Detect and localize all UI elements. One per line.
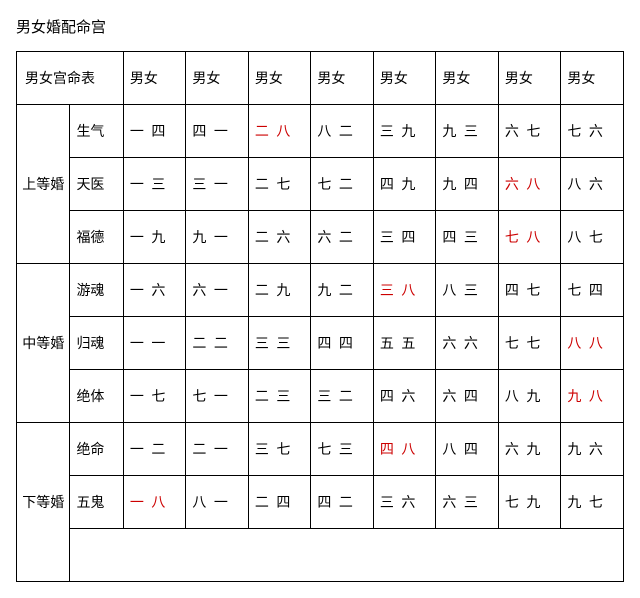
group-label: 上等婚 [17,105,70,264]
table-cell: 四 七 [498,264,561,317]
col-header: 男女 [561,52,624,105]
table-cell: 六 四 [436,370,499,423]
sub-label: 福德 [70,211,123,264]
col-header: 男女 [186,52,249,105]
table-cell: 一 三 [123,158,186,211]
table-cell: 八 一 [186,476,249,529]
table-cell: 九 二 [311,264,374,317]
table-cell: 六 一 [186,264,249,317]
table-cell: 三 六 [373,476,436,529]
table-cell: 三 八 [373,264,436,317]
table-cell: 九 六 [561,423,624,476]
table-cell: 九 八 [561,370,624,423]
table-cell: 六 六 [436,317,499,370]
table-cell: 六 九 [498,423,561,476]
table-cell: 四 八 [373,423,436,476]
sub-label: 绝命 [70,423,123,476]
table-cell: 七 九 [498,476,561,529]
table-cell: 七 三 [311,423,374,476]
col-header: 男女 [436,52,499,105]
table-cell: 四 三 [436,211,499,264]
table-cell: 九 七 [561,476,624,529]
sub-label: 游魂 [70,264,123,317]
table-cell: 三 三 [248,317,311,370]
table-cell: 一 八 [123,476,186,529]
table-cell: 六 二 [311,211,374,264]
col-header: 男女 [311,52,374,105]
table-header-left: 男女宫命表 [17,52,124,105]
table-cell: 一 二 [123,423,186,476]
table-cell: 四 四 [311,317,374,370]
table-cell: 八 八 [561,317,624,370]
table-cell: 一 四 [123,105,186,158]
table-cell: 八 四 [436,423,499,476]
table-cell: 八 二 [311,105,374,158]
col-header: 男女 [373,52,436,105]
group-label: 下等婚 [17,423,70,582]
table-cell: 四 六 [373,370,436,423]
table-cell: 二 七 [248,158,311,211]
table-cell: 一 七 [123,370,186,423]
table-cell: 八 三 [436,264,499,317]
col-header: 男女 [123,52,186,105]
table-cell: 三 九 [373,105,436,158]
table-cell: 六 八 [498,158,561,211]
table-cell: 三 四 [373,211,436,264]
table-cell: 一 一 [123,317,186,370]
table-cell: 二 六 [248,211,311,264]
table-cell: 七 二 [311,158,374,211]
table-cell: 三 二 [311,370,374,423]
fate-table: 男女宫命表男女男女男女男女男女男女男女男女上等婚生气一 四四 一二 八八 二三 … [16,51,624,582]
table-cell: 八 六 [561,158,624,211]
group-label: 中等婚 [17,264,70,423]
table-cell: 六 七 [498,105,561,158]
table-cell: 七 四 [561,264,624,317]
table-cell: 五 五 [373,317,436,370]
table-cell: 一 九 [123,211,186,264]
table-cell: 八 九 [498,370,561,423]
table-cell: 九 一 [186,211,249,264]
sub-label: 归魂 [70,317,123,370]
sub-label: 绝体 [70,370,123,423]
table-cell: 八 七 [561,211,624,264]
table-cell: 七 六 [561,105,624,158]
sub-label: 天医 [70,158,123,211]
table-cell: 二 三 [248,370,311,423]
table-cell: 七 七 [498,317,561,370]
table-cell: 四 二 [311,476,374,529]
empty-row [123,529,623,582]
col-header: 男女 [248,52,311,105]
table-cell: 四 一 [186,105,249,158]
table-cell: 一 六 [123,264,186,317]
table-cell: 六 三 [436,476,499,529]
table-cell: 九 三 [436,105,499,158]
table-cell: 九 四 [436,158,499,211]
table-cell: 三 一 [186,158,249,211]
page-title: 男女婚配命宫 [16,16,624,37]
col-header: 男女 [498,52,561,105]
table-cell: 四 九 [373,158,436,211]
table-cell: 二 二 [186,317,249,370]
empty-sub [70,529,123,582]
table-cell: 七 一 [186,370,249,423]
table-cell: 二 一 [186,423,249,476]
table-cell: 二 八 [248,105,311,158]
sub-label: 五鬼 [70,476,123,529]
table-cell: 三 七 [248,423,311,476]
sub-label: 生气 [70,105,123,158]
table-cell: 七 八 [498,211,561,264]
table-cell: 二 四 [248,476,311,529]
table-cell: 二 九 [248,264,311,317]
